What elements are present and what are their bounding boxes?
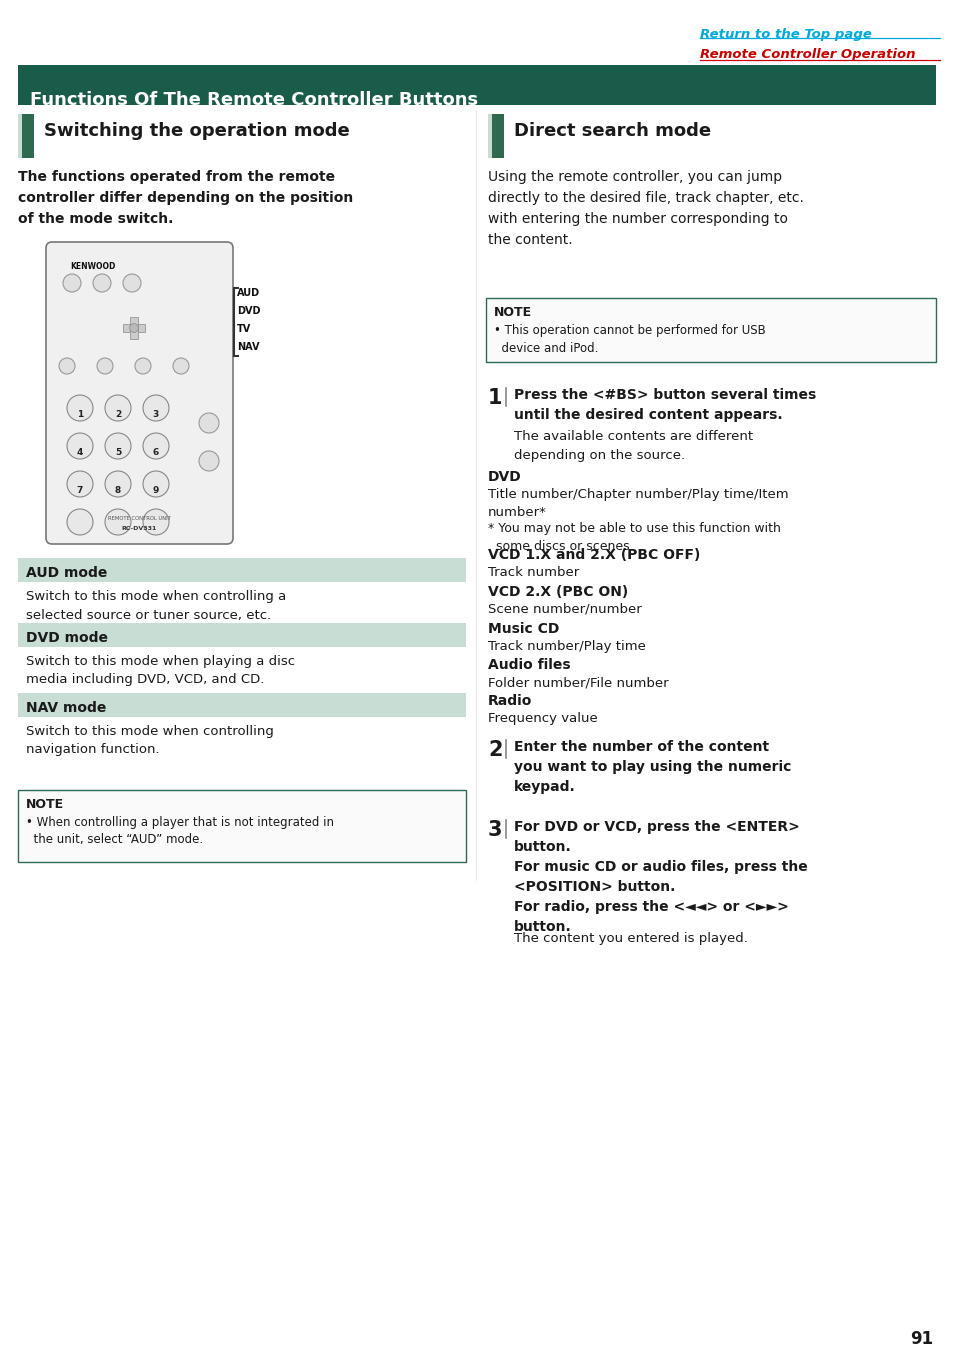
FancyBboxPatch shape bbox=[46, 242, 233, 544]
Bar bbox=[18, 65, 935, 106]
Text: Functions Of The Remote Controller Buttons: Functions Of The Remote Controller Butto… bbox=[30, 91, 477, 110]
Text: Folder number/File number: Folder number/File number bbox=[488, 676, 668, 689]
Text: 7: 7 bbox=[77, 486, 83, 496]
Bar bbox=[18, 558, 465, 582]
Text: Enter the number of the content
you want to play using the numeric
keypad.: Enter the number of the content you want… bbox=[514, 741, 791, 793]
Circle shape bbox=[105, 395, 131, 421]
Text: Music CD: Music CD bbox=[488, 621, 558, 636]
Circle shape bbox=[143, 509, 169, 535]
Circle shape bbox=[67, 509, 92, 535]
Text: 4: 4 bbox=[77, 448, 83, 458]
Circle shape bbox=[172, 357, 189, 374]
Text: DVD: DVD bbox=[488, 470, 521, 483]
Circle shape bbox=[130, 324, 138, 332]
Text: Press the <#BS> button several times
until the desired content appears.: Press the <#BS> button several times unt… bbox=[514, 389, 816, 422]
Circle shape bbox=[143, 395, 169, 421]
Circle shape bbox=[143, 433, 169, 459]
Text: • When controlling a player that is not integrated in
  the unit, select “AUD” m: • When controlling a player that is not … bbox=[26, 816, 334, 846]
Text: Scene number/number: Scene number/number bbox=[488, 603, 641, 616]
Text: TV: TV bbox=[236, 324, 251, 334]
Text: The functions operated from the remote
controller differ depending on the positi: The functions operated from the remote c… bbox=[18, 171, 353, 226]
Circle shape bbox=[105, 509, 131, 535]
Circle shape bbox=[123, 274, 141, 292]
Text: Switch to this mode when controlling a
selected source or tuner source, etc.: Switch to this mode when controlling a s… bbox=[26, 590, 286, 621]
Text: Audio files: Audio files bbox=[488, 658, 570, 672]
Text: REMOTE CONTROL UNIT: REMOTE CONTROL UNIT bbox=[108, 516, 171, 521]
Circle shape bbox=[67, 433, 92, 459]
Text: 3: 3 bbox=[152, 410, 159, 418]
Bar bbox=[18, 623, 465, 647]
Circle shape bbox=[97, 357, 112, 374]
Bar bbox=[18, 693, 465, 718]
Text: Remote Controller Operation: Remote Controller Operation bbox=[700, 47, 915, 61]
Text: The content you entered is played.: The content you entered is played. bbox=[514, 932, 747, 945]
Circle shape bbox=[63, 274, 81, 292]
Text: For DVD or VCD, press the <ENTER>
button.
For music CD or audio files, press the: For DVD or VCD, press the <ENTER> button… bbox=[514, 821, 807, 934]
Text: Using the remote controller, you can jump
directly to the desired file, track ch: Using the remote controller, you can jum… bbox=[488, 171, 803, 248]
Text: 3: 3 bbox=[488, 821, 502, 839]
Circle shape bbox=[135, 357, 151, 374]
Text: NOTE: NOTE bbox=[26, 798, 64, 811]
FancyBboxPatch shape bbox=[18, 789, 465, 862]
Text: Frequency value: Frequency value bbox=[488, 712, 598, 724]
Text: NOTE: NOTE bbox=[494, 306, 532, 320]
Bar bbox=[488, 114, 503, 158]
Text: 2: 2 bbox=[114, 410, 121, 418]
Text: AUD mode: AUD mode bbox=[26, 566, 108, 580]
Text: 8: 8 bbox=[114, 486, 121, 496]
FancyBboxPatch shape bbox=[485, 298, 935, 362]
Text: VCD 1.X and 2.X (PBC OFF): VCD 1.X and 2.X (PBC OFF) bbox=[488, 548, 700, 562]
Bar bbox=[123, 325, 145, 332]
Text: * You may not be able to use this function with
  some discs or scenes.: * You may not be able to use this functi… bbox=[488, 523, 781, 552]
Text: Track number: Track number bbox=[488, 566, 578, 580]
Text: The available contents are different
depending on the source.: The available contents are different dep… bbox=[514, 431, 752, 462]
Text: 2: 2 bbox=[488, 741, 502, 760]
Circle shape bbox=[199, 413, 219, 433]
Bar bbox=[22, 114, 34, 158]
Circle shape bbox=[199, 451, 219, 471]
Circle shape bbox=[105, 471, 131, 497]
Text: Switch to this mode when controlling
navigation function.: Switch to this mode when controlling nav… bbox=[26, 724, 274, 757]
Text: RC-DV331: RC-DV331 bbox=[121, 525, 156, 531]
Text: Radio: Radio bbox=[488, 695, 532, 708]
Text: AUD: AUD bbox=[236, 288, 260, 298]
Circle shape bbox=[92, 274, 111, 292]
Text: VCD 2.X (PBC ON): VCD 2.X (PBC ON) bbox=[488, 585, 628, 598]
Text: 1: 1 bbox=[488, 389, 502, 408]
Text: 6: 6 bbox=[152, 448, 159, 458]
Text: DVD: DVD bbox=[236, 306, 260, 315]
Circle shape bbox=[67, 395, 92, 421]
Circle shape bbox=[143, 471, 169, 497]
Circle shape bbox=[105, 433, 131, 459]
Text: NAV: NAV bbox=[236, 343, 259, 352]
Text: 91: 91 bbox=[909, 1330, 932, 1349]
Text: Switching the operation mode: Switching the operation mode bbox=[44, 122, 350, 139]
Bar bbox=[18, 114, 34, 158]
Text: • This operation cannot be performed for USB
  device and iPod.: • This operation cannot be performed for… bbox=[494, 324, 765, 355]
Text: KENWOOD: KENWOOD bbox=[70, 263, 115, 271]
Circle shape bbox=[67, 471, 92, 497]
Text: 1: 1 bbox=[77, 410, 83, 418]
Text: Track number/Play time: Track number/Play time bbox=[488, 640, 645, 653]
Bar bbox=[492, 114, 503, 158]
Text: NAV mode: NAV mode bbox=[26, 701, 107, 715]
Text: 9: 9 bbox=[152, 486, 159, 496]
Text: DVD mode: DVD mode bbox=[26, 631, 108, 645]
Text: Switch to this mode when playing a disc
media including DVD, VCD, and CD.: Switch to this mode when playing a disc … bbox=[26, 655, 294, 686]
Text: Return to the Top page: Return to the Top page bbox=[700, 28, 871, 41]
Circle shape bbox=[59, 357, 75, 374]
Text: Direct search mode: Direct search mode bbox=[514, 122, 710, 139]
Text: Title number/Chapter number/Play time/Item
number*: Title number/Chapter number/Play time/It… bbox=[488, 487, 788, 519]
Bar bbox=[131, 317, 137, 338]
Text: 5: 5 bbox=[114, 448, 121, 458]
